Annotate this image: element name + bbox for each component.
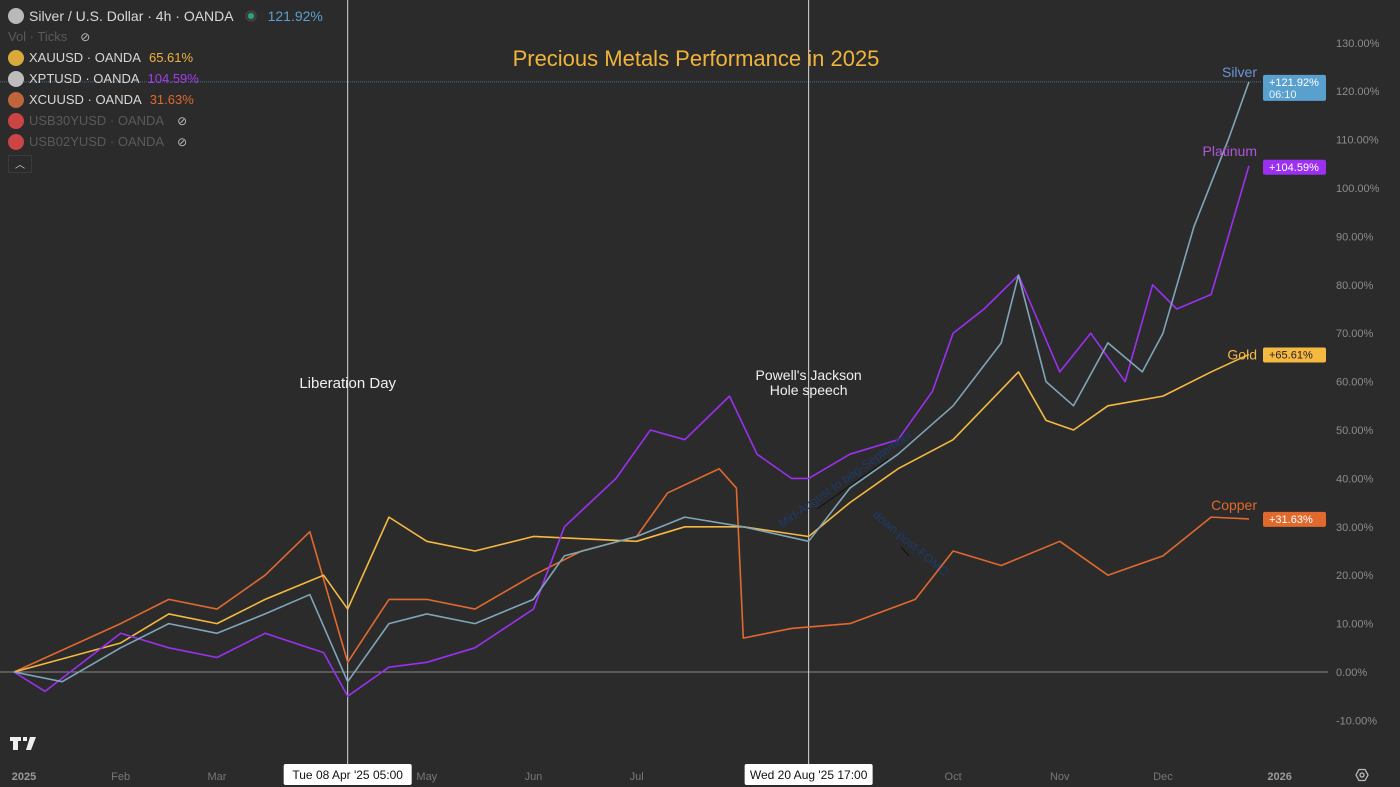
x-tick-label: 2025 — [12, 771, 36, 783]
price-badge — [1263, 159, 1326, 175]
price-badge-value: +31.63% — [1269, 514, 1313, 526]
y-tick-label: 40.00% — [1336, 473, 1374, 485]
legend-symbol: USB02YUSD · OANDA — [29, 134, 165, 149]
annotation-jackson-hole-1: Powell's Jackson — [756, 367, 862, 383]
series-line-gold — [13, 353, 1250, 673]
main-value: 121.92% — [267, 8, 323, 24]
collapse-legend-button[interactable]: ︿ — [8, 155, 32, 173]
legend-symbol: XAUUSD · OANDA — [29, 50, 141, 65]
price-badge — [1263, 347, 1326, 363]
annotation-post-fomc: down post-FOMC — [870, 508, 951, 579]
legend-symbol: USB30YUSD · OANDA — [29, 113, 165, 128]
crosshair-date-box — [744, 764, 873, 785]
us-flag-icon — [8, 133, 24, 150]
x-tick-label: Jul — [630, 771, 644, 783]
y-tick-label: 50.00% — [1336, 425, 1374, 437]
x-axis: 2025 Feb Mar May Jun Jul Oct Nov Dec 2026 — [12, 771, 1292, 783]
legend: Silver / U.S. Dollar · 4h · OANDA 121.92… — [8, 6, 323, 173]
x-tick-label: 2026 — [1267, 771, 1291, 783]
platinum-bars-icon — [8, 70, 24, 87]
legend-symbol: XCUUSD · OANDA — [29, 92, 142, 107]
series-label-platinum: Platinum — [1203, 143, 1257, 159]
price-badge — [1263, 511, 1326, 527]
annotation-liberation-day: Liberation Day — [299, 375, 396, 392]
eye-hidden-icon[interactable]: ⊘ — [177, 134, 188, 149]
chart-title: Precious Metals Performance in 2025 — [513, 46, 880, 71]
crosshair-date-label: Wed 20 Aug '25 17:00 — [750, 768, 868, 782]
y-tick-label: 110.00% — [1336, 135, 1379, 147]
eye-hidden-icon[interactable]: ⊘ — [177, 113, 188, 128]
crosshair-date-label: Tue 08 Apr '25 05:00 — [292, 768, 403, 782]
us-flag-icon — [8, 112, 24, 129]
series-line-copper — [13, 467, 1249, 673]
price-badge — [1263, 74, 1326, 101]
legend-value: 31.63% — [149, 92, 194, 107]
price-badge-value: +121.92% — [1269, 77, 1319, 89]
legend-symbol: XPTUSD · OANDA — [29, 71, 140, 86]
series-line-platinum — [13, 165, 1250, 698]
price-badge-value: +104.59% — [1269, 162, 1319, 174]
series-label-gold: Gold — [1227, 346, 1257, 362]
legend-item[interactable]: XPTUSD · OANDA 104.59% — [8, 68, 323, 89]
legend-value: 65.61% — [148, 50, 194, 65]
main-symbol: Silver / U.S. Dollar · 4h · OANDA — [29, 8, 234, 24]
series-label-silver: Silver — [1222, 64, 1257, 80]
legend-item[interactable]: USB02YUSD · OANDA ⊘ — [8, 131, 323, 152]
y-tick-label: 20.00% — [1336, 570, 1374, 582]
x-tick-label: Jun — [525, 771, 543, 783]
x-tick-label: May — [416, 771, 437, 783]
x-tick-label: Dec — [1153, 771, 1173, 783]
x-tick-label: Nov — [1050, 771, 1070, 783]
legend-item[interactable]: XCUUSD · OANDA 31.63% — [8, 89, 323, 110]
y-tick-label: 100.00% — [1336, 183, 1380, 195]
y-tick-label: 0.00% — [1336, 667, 1367, 679]
crosshair-date-labels: Tue 08 Apr '25 05:00 Wed 20 Aug '25 17:00 — [283, 764, 873, 785]
price-badges: +31.63% +65.61% +104.59% +121.92%06:10 — [1263, 74, 1326, 527]
price-badge-value: +65.61% — [1269, 349, 1313, 361]
x-tick-label: Mar — [207, 771, 226, 783]
y-tick-label: -10.00% — [1336, 715, 1377, 727]
legend-item[interactable]: USB30YUSD · OANDA ⊘ — [8, 110, 323, 131]
price-badge-countdown: 06:10 — [1269, 89, 1297, 101]
x-tick-label: Oct — [945, 771, 962, 783]
tradingview-logo — [10, 737, 36, 750]
y-tick-label: 30.00% — [1336, 522, 1374, 534]
y-tick-label: 70.00% — [1336, 328, 1374, 340]
silver-bars-icon — [8, 8, 24, 24]
settings-icon[interactable] — [1355, 768, 1369, 782]
series-line-silver — [13, 81, 1250, 683]
crosshair-date-box — [283, 764, 412, 785]
legend-item[interactable]: XAUUSD · OANDA 65.61% — [8, 47, 323, 68]
annotation-arrow-down — [900, 546, 910, 557]
legend-value: 104.59% — [147, 71, 199, 86]
y-tick-label: 120.00% — [1336, 86, 1380, 98]
annotation-jackson-hole-2: Hole speech — [770, 382, 848, 398]
eye-hidden-icon[interactable]: ⊘ — [80, 29, 91, 44]
y-tick-label: 90.00% — [1336, 231, 1374, 243]
series-label-copper: Copper — [1211, 497, 1257, 513]
annotation-arrow-up — [816, 458, 889, 510]
copper-bars-icon — [8, 91, 24, 108]
y-axis: -10.00% 0.00% 10.00% 20.00% 30.00% 40.00% 50.0… — [1336, 38, 1380, 728]
series-lines — [13, 81, 1250, 698]
market-status-icon — [244, 10, 257, 22]
legend-volume[interactable]: Vol · Ticks ⊘ — [8, 26, 323, 47]
gold-bars-icon — [8, 49, 24, 66]
legend-main-series[interactable]: Silver / U.S. Dollar · 4h · OANDA 121.92… — [8, 6, 323, 26]
volume-label: Vol · Ticks — [8, 29, 68, 44]
x-tick-label: Feb — [111, 771, 130, 783]
y-tick-label: 80.00% — [1336, 280, 1374, 292]
y-tick-label: 60.00% — [1336, 377, 1374, 389]
y-tick-label: 10.00% — [1336, 619, 1374, 631]
y-tick-label: 130.00% — [1336, 38, 1380, 50]
series-labels: Copper Gold Platinum Silver — [1203, 64, 1258, 513]
